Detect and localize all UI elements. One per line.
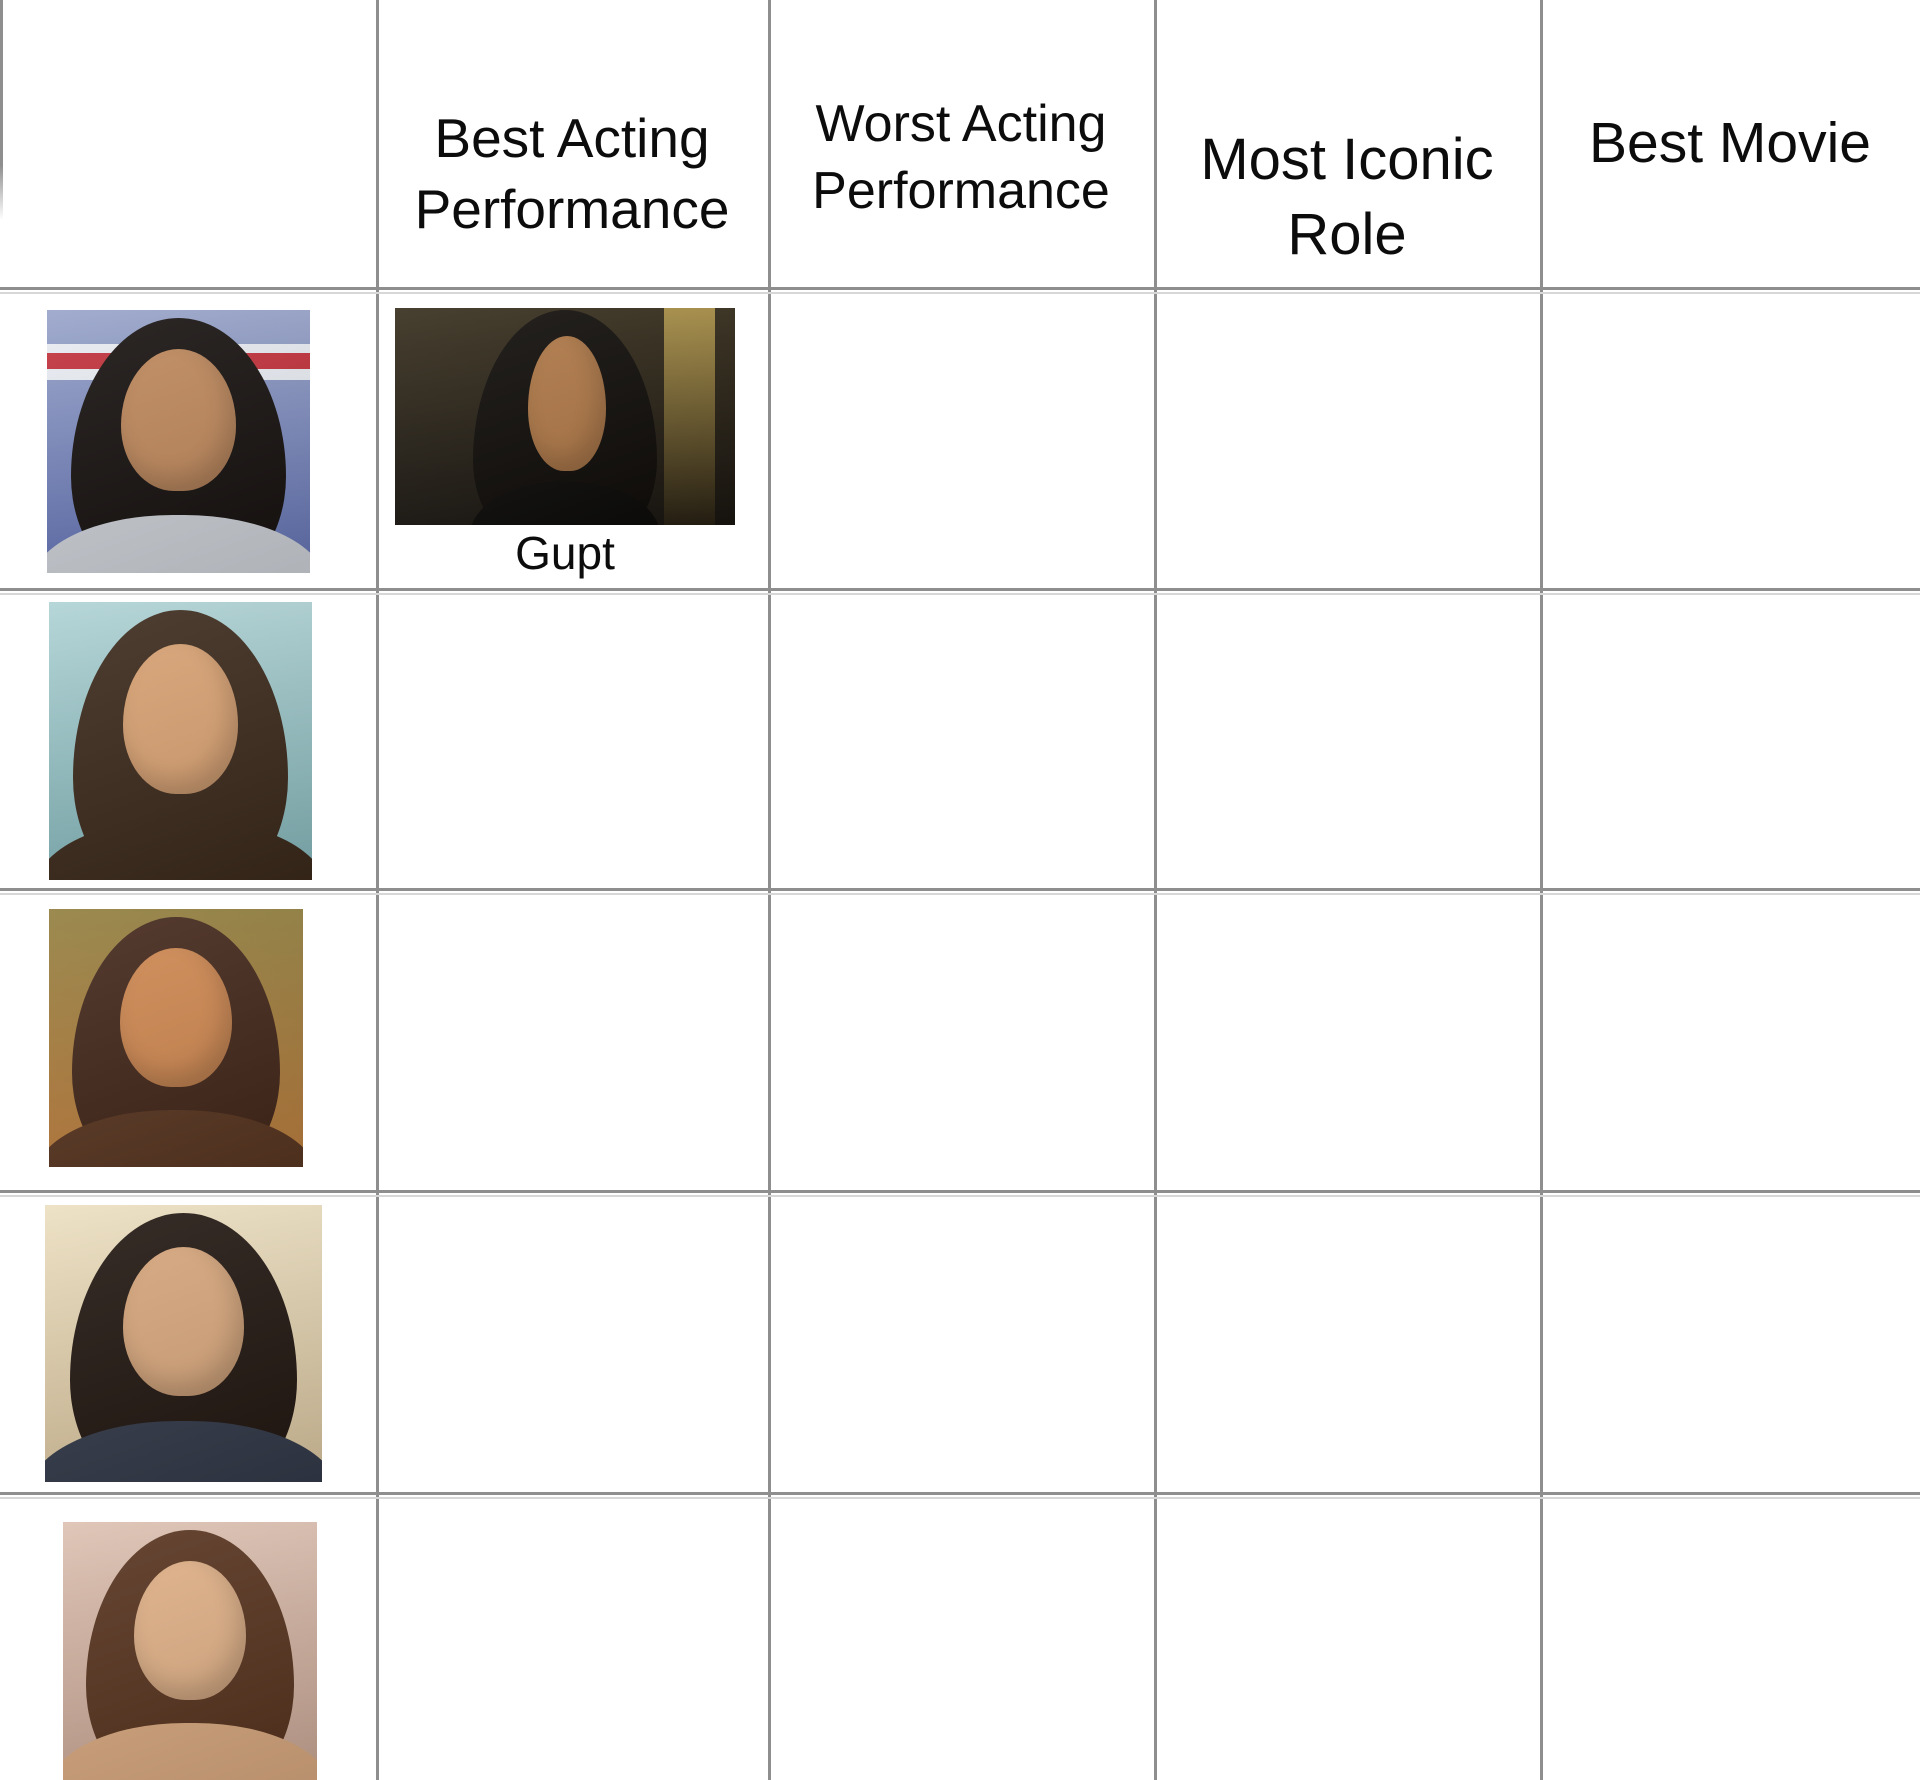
grid-left-border-line [0, 0, 3, 220]
grid-hline-2 [0, 888, 1920, 895]
face-shape [120, 349, 237, 492]
grid-hline-1 [0, 588, 1920, 595]
column-header-worst-acting-performance: Worst Acting Performance [812, 94, 1110, 220]
hair-shape [85, 1529, 295, 1780]
face-shape [120, 947, 232, 1087]
torso-shape [49, 1110, 303, 1167]
face-shape [527, 336, 606, 471]
photo-karisma-kapoor [45, 1205, 322, 1482]
face-shape [122, 643, 239, 794]
hair-shape [473, 310, 657, 525]
doorway-light-shape [663, 308, 715, 525]
column-header-most-iconic-role: Most Iconic Role [1200, 127, 1494, 267]
torso-shape [469, 481, 661, 525]
photo-manisha-koirala [63, 1522, 317, 1780]
grid-hline-header [0, 287, 1920, 294]
torso-shape [45, 1421, 322, 1482]
gupt-caption: Gupt [515, 527, 615, 579]
photo-madhuri-dixit [49, 602, 312, 880]
torso-shape [49, 818, 312, 880]
photo-gupt-movie-still [395, 308, 735, 525]
hair-shape [71, 916, 281, 1167]
hair-shape [69, 1213, 298, 1482]
torso-shape [47, 515, 310, 573]
column-header-best-movie: Best Movie [1589, 111, 1871, 176]
photo-kajol [47, 310, 310, 573]
hair-shape [72, 610, 289, 880]
column-header-best-acting-performance: Best Acting Performance [414, 107, 730, 240]
backdrop-stripe [47, 344, 310, 389]
torso-shape [63, 1723, 317, 1780]
hair-shape [70, 317, 287, 573]
photo-juhi-chawla [49, 909, 303, 1167]
face-shape [122, 1246, 245, 1397]
grid-hline-3 [0, 1190, 1920, 1197]
grid-hline-4 [0, 1492, 1920, 1499]
face-shape [134, 1560, 246, 1700]
